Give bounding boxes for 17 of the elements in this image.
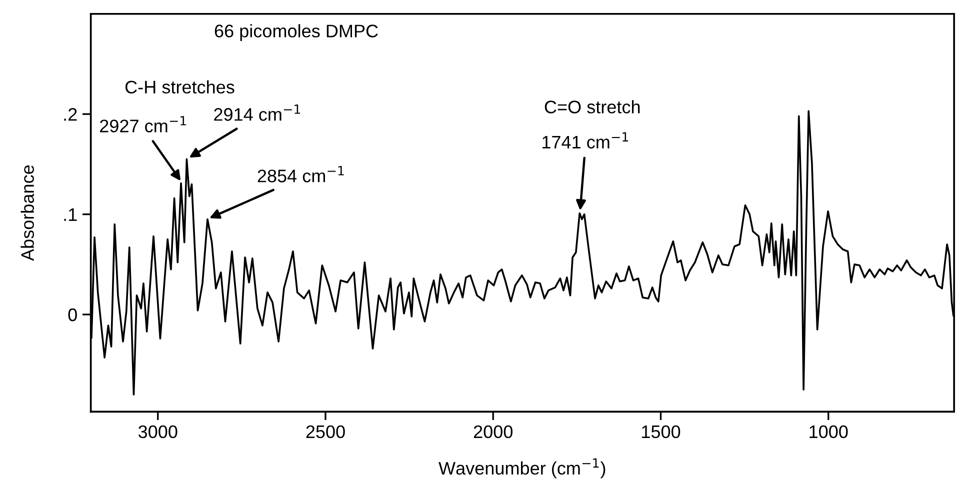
annotation: 1741 cm$^{−1}$ xyxy=(542,132,628,149)
annotation: 2927 cm$^{−1}$ xyxy=(100,116,186,132)
y-tick-label: .2 xyxy=(64,108,77,121)
annotation: 66 picomoles DMPC xyxy=(214,24,378,41)
y-tick-label: 0 xyxy=(68,308,77,322)
x-axis-title: Wavenumber (cm$^{−1}$) xyxy=(438,458,606,478)
x-tick-label: 3000 xyxy=(138,425,178,438)
annotation: 2914 cm$^{−1}$ xyxy=(214,104,300,121)
y-axis-title: Absorbance xyxy=(20,165,34,261)
y-tick-label: .1 xyxy=(64,208,77,221)
annotation: 2854 cm$^{−1}$ xyxy=(258,166,344,182)
annotation: C=O stretch xyxy=(544,100,640,114)
x-tick-label: 1000 xyxy=(810,425,848,438)
x-tick-label: 1500 xyxy=(642,425,680,438)
annotation: C-H stretches xyxy=(125,80,234,94)
x-tick-label: 2500 xyxy=(306,425,345,438)
x-tick-label: 2000 xyxy=(474,425,512,438)
